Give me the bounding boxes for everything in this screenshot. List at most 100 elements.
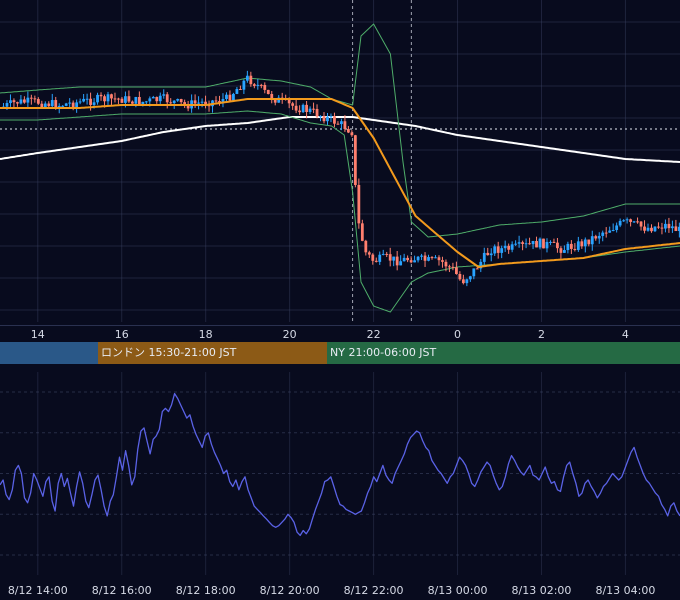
candle-down (639, 221, 643, 227)
candle-up (176, 98, 180, 101)
price-grid (0, 0, 680, 322)
candle-up (402, 257, 406, 262)
candle-up (256, 84, 260, 86)
candle-up (622, 220, 626, 222)
candle-up (517, 242, 521, 244)
candle-down (16, 102, 19, 104)
candle-down (179, 98, 183, 103)
candle-up (489, 253, 493, 256)
candle-up (85, 98, 89, 100)
candle-down (556, 242, 559, 249)
candle-down (364, 240, 368, 253)
candle-down (657, 226, 660, 228)
candle-up (479, 261, 483, 269)
candle-up (646, 227, 650, 231)
candle-up (43, 103, 47, 108)
candle-down (298, 110, 302, 113)
candle-down (22, 99, 26, 103)
candle-up (5, 103, 9, 107)
candle-up (172, 100, 176, 104)
candle-down (604, 232, 608, 234)
candle-down (204, 101, 207, 105)
candle-down (218, 101, 221, 103)
oscillator-x-tick-label: 8/13 02:00 (512, 584, 572, 597)
candle-up (601, 232, 605, 236)
candle-down (454, 267, 458, 275)
candle-up (531, 240, 535, 245)
candle-down (486, 252, 490, 256)
candle-up (64, 103, 68, 106)
candle-up (381, 253, 385, 255)
candle-down (228, 94, 232, 101)
candle-down (29, 97, 33, 99)
candle-up (618, 220, 622, 226)
candle-up (319, 116, 322, 118)
candle-down (507, 245, 511, 250)
oscillator-plot (0, 392, 680, 537)
candle-down (273, 99, 277, 103)
candle-down (127, 96, 131, 102)
candle-up (500, 248, 504, 253)
oscillator-x-tick-label: 8/13 04:00 (595, 584, 655, 597)
candle-up (576, 241, 580, 250)
oscillator-x-axis: 8/12 14:00 8/12 16:00 8/12 18:00 8/12 20:00… (8, 584, 656, 597)
candle-up (151, 96, 155, 99)
candle-up (392, 256, 396, 261)
price-x-tick-label: 4 (622, 328, 629, 341)
candle-down (291, 103, 295, 106)
candle-down (461, 279, 465, 284)
candle-down (193, 100, 197, 104)
price-x-tick-label: 2 (538, 328, 545, 341)
candle-up (611, 230, 615, 232)
candle-down (573, 248, 577, 250)
candle-down (155, 96, 159, 102)
candle-down (336, 123, 340, 125)
candle-down (117, 98, 120, 100)
candle-up (162, 94, 166, 96)
candle-up (124, 96, 127, 103)
sma-short-line (0, 98, 680, 268)
candle-down (137, 97, 141, 105)
candle-down (458, 274, 462, 280)
candle-down (214, 100, 218, 102)
candle-up (141, 101, 145, 105)
candle-up (427, 257, 430, 261)
candle-down (552, 241, 556, 243)
candle-up (434, 257, 437, 259)
candle-down (312, 108, 315, 110)
candle-down (580, 241, 584, 247)
candle-down (496, 246, 500, 253)
candle-down (559, 248, 563, 253)
price-x-axis: 14 16 18 20 22 0 2 4 (31, 328, 629, 341)
candle-up (68, 102, 72, 104)
candle-down (643, 226, 646, 231)
candle-up (82, 98, 86, 102)
candle-down (40, 103, 44, 108)
candle-down (130, 101, 134, 104)
candle-up (96, 94, 99, 103)
oscillator-line (0, 392, 680, 537)
oscillator-x-tick-label: 8/12 22:00 (344, 584, 404, 597)
candle-up (329, 116, 333, 118)
price-plot (0, 0, 680, 322)
candle-up (378, 254, 382, 262)
candle-up (221, 98, 225, 103)
price-x-tick-label: 0 (454, 328, 461, 341)
candle-up (566, 243, 570, 251)
candle-up (538, 238, 542, 248)
candle-down (165, 94, 169, 103)
candle-down (238, 89, 242, 91)
candle-up (632, 221, 636, 223)
candle-up (9, 100, 12, 104)
candle-down (71, 102, 75, 108)
candle-down (169, 102, 173, 104)
oscillator-x-tick-label: 8/12 14:00 (8, 584, 68, 597)
candle-down (475, 268, 479, 270)
candle-down (183, 102, 187, 105)
candle-up (158, 95, 162, 102)
candle-down (186, 104, 190, 109)
candle-down (444, 261, 448, 267)
candle-up (235, 89, 239, 94)
